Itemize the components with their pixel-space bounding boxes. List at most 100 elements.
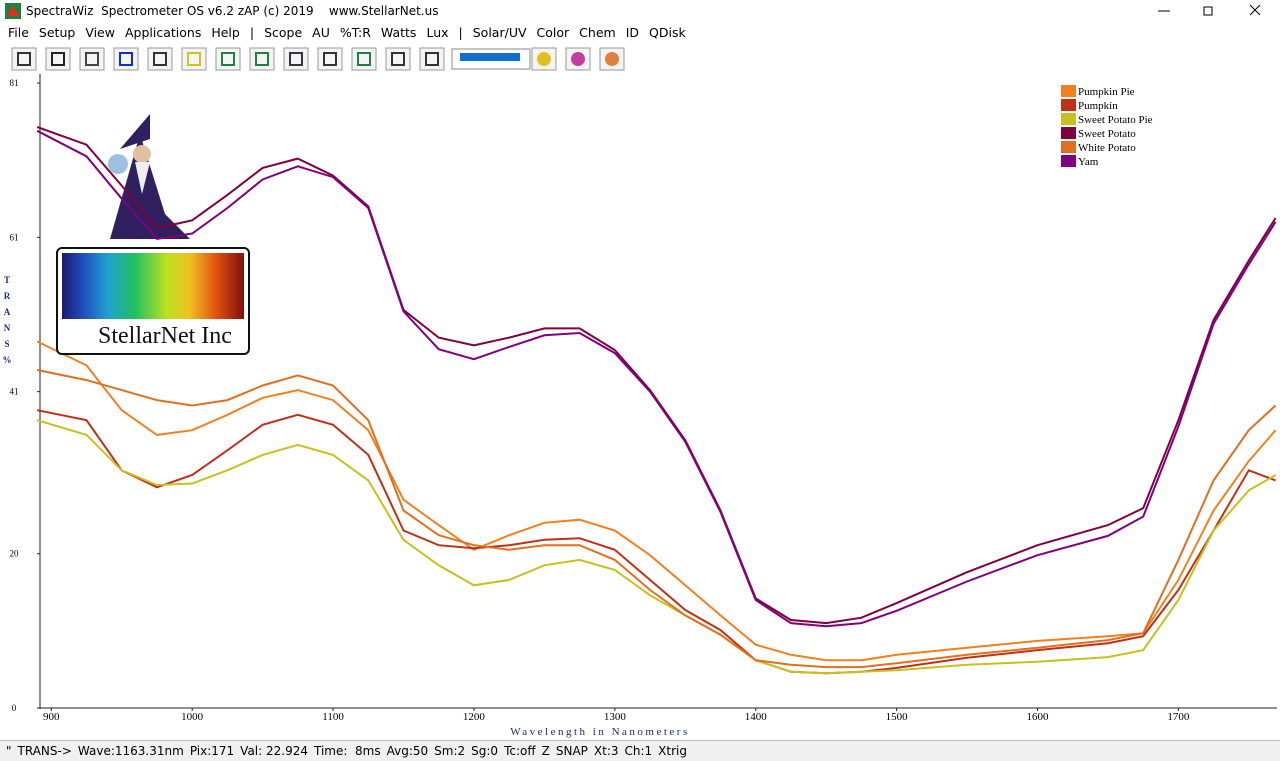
x-tick-label: 1400 (745, 711, 768, 723)
legend-label: Yam (1078, 156, 1099, 168)
menu-item[interactable]: Applications (124, 24, 202, 40)
button-frame (317, 47, 343, 71)
button-frame (45, 47, 71, 71)
x-tick-label: 1100 (322, 711, 344, 723)
button-frame (385, 47, 411, 71)
button-icon (605, 52, 619, 66)
legend-swatch (1061, 113, 1076, 125)
toolbar-button[interactable] (283, 47, 309, 71)
legend-swatch (1061, 155, 1076, 167)
legend-label: White Potato (1078, 142, 1136, 154)
button-icon (571, 52, 585, 66)
status-field: Sm:2 (434, 744, 466, 758)
toolbar-button[interactable] (147, 47, 173, 71)
button-icon (119, 52, 133, 66)
toolbar-button[interactable] (215, 47, 241, 71)
menu-item[interactable]: | (249, 24, 255, 40)
restore-button[interactable] (1203, 6, 1213, 16)
toolbar-button[interactable] (249, 47, 275, 71)
menu-item[interactable]: AU (312, 24, 330, 40)
button-icon (17, 52, 31, 66)
legend-label: Sweet Potato Pie (1078, 114, 1153, 126)
button-frame (283, 47, 309, 71)
legend-label: Pumpkin (1078, 100, 1118, 112)
button-icon (187, 52, 201, 66)
y-axis-label: TRANS% (2, 275, 12, 371)
toolbar (11, 47, 625, 71)
status-field: Pix:171 (189, 744, 235, 758)
status-field: Avg:50 (386, 744, 429, 758)
button-frame (11, 47, 37, 71)
menu-item[interactable]: Color (536, 24, 570, 40)
button-frame (215, 47, 241, 71)
button-icon (391, 52, 405, 66)
x-tick-label: 1200 (463, 711, 486, 723)
toolbar-button[interactable] (113, 47, 139, 71)
button-icon (51, 52, 65, 66)
status-field: TRANS-> (17, 744, 72, 758)
toolbar-button[interactable] (45, 47, 71, 71)
menu-item[interactable]: Solar/UV (472, 24, 527, 40)
logo-spectrum (62, 253, 244, 319)
menu-item[interactable]: Watts (380, 24, 417, 40)
status-field: Z (541, 744, 550, 758)
y-tick-label: 0 (12, 703, 17, 713)
data-line (36, 369, 1277, 669)
status-field: Time: 8ms (313, 744, 381, 758)
logo: StellarNet Inc (56, 247, 250, 355)
menu-item[interactable]: QDisk (649, 24, 686, 40)
menu-item[interactable]: File (8, 24, 29, 40)
toolbar-button[interactable] (351, 47, 377, 71)
menu-item[interactable]: Chem (579, 24, 616, 40)
menu-item[interactable]: Scope (264, 24, 303, 40)
x-tick-label: 1500 (886, 711, 909, 723)
legend-swatch (1061, 85, 1076, 97)
menu-item[interactable]: | (458, 24, 463, 40)
button-icon (289, 52, 303, 66)
button-frame (181, 47, 207, 71)
x-tick-label: 1600 (1026, 711, 1049, 723)
close-button[interactable] (1249, 4, 1261, 16)
legend-swatch (1061, 127, 1076, 139)
title-bar: SpectraWiz Spectrometer OS v6.2 zAP (c) … (0, 0, 1280, 22)
button-icon (537, 52, 551, 66)
menu-item[interactable]: Lux (426, 24, 449, 40)
legend-label: Sweet Potato (1078, 128, 1136, 140)
status-field: Xtrig (658, 744, 687, 758)
button-frame (419, 47, 445, 71)
toolbar-button[interactable] (317, 47, 343, 71)
window-controls (1158, 4, 1261, 16)
toolbar-button[interactable] (385, 47, 411, 71)
menu-item[interactable]: ID (625, 24, 640, 40)
status-field: Wave:1163.31nm (77, 744, 184, 758)
button-icon (85, 52, 99, 66)
toolbar-button[interactable] (79, 47, 105, 71)
status-field: SNAP (555, 744, 588, 758)
x-axis-label: Wavelength in Nanometers (510, 726, 689, 738)
menu-item[interactable]: Setup (38, 24, 76, 40)
x-tick-label: 1700 (1167, 711, 1190, 723)
toolbar-button[interactable] (419, 47, 445, 71)
y-tick-label: 41 (10, 387, 19, 397)
data-line (36, 419, 1277, 675)
menu-item[interactable]: View (85, 24, 115, 40)
menu-item[interactable]: Help (211, 24, 240, 40)
button-icon (357, 52, 371, 66)
button-frame (113, 47, 139, 71)
button-icon (323, 52, 337, 66)
x-tick-label: 1300 (604, 711, 627, 723)
toolbar-button[interactable] (11, 47, 37, 71)
status-field: Val: 22.924 (240, 744, 308, 758)
button-frame (79, 47, 105, 71)
toolbar-button[interactable] (181, 47, 207, 71)
menu-item[interactable]: %T:R (339, 24, 371, 40)
window-title: SpectraWiz Spectrometer OS v6.2 zAP (c) … (26, 4, 439, 18)
y-tick-label: 81 (10, 78, 19, 88)
data-line (36, 340, 1277, 662)
status-field: " (6, 744, 12, 758)
button-frame (147, 47, 173, 71)
data-line (36, 126, 1277, 625)
button-icon (153, 52, 167, 66)
